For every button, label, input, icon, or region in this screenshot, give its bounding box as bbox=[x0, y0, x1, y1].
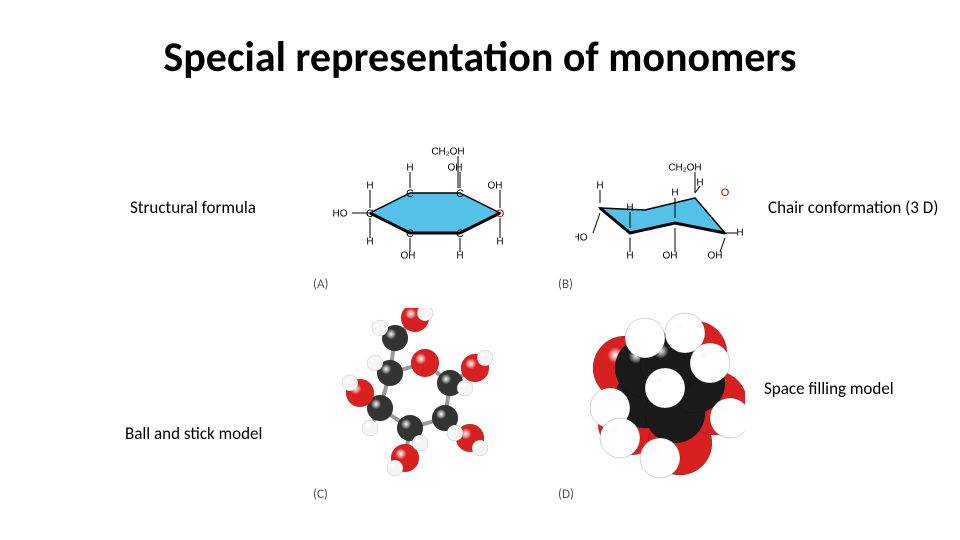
svg-text:H: H bbox=[696, 178, 703, 189]
space-filling-diagram bbox=[575, 308, 745, 483]
svg-text:C: C bbox=[456, 228, 464, 240]
slide-title: Special representation of monomers bbox=[0, 32, 960, 83]
svg-text:HO: HO bbox=[333, 209, 348, 220]
svg-text:O: O bbox=[496, 208, 505, 220]
svg-text:OH: OH bbox=[448, 163, 463, 174]
svg-text:C: C bbox=[406, 188, 414, 200]
panel-letter-d: (D) bbox=[558, 487, 574, 502]
svg-text:H: H bbox=[366, 181, 373, 192]
svg-text:CH₂OH: CH₂OH bbox=[431, 147, 464, 158]
panel-letter-c: (C) bbox=[313, 487, 328, 502]
svg-text:H: H bbox=[456, 251, 463, 262]
svg-text:C: C bbox=[366, 208, 374, 220]
structural-formula-diagram: CCOCCCHHOHHOHHOHCH₂OHHOH bbox=[330, 138, 520, 268]
label-chair-conformation: Chair conformation (3 D) bbox=[768, 197, 938, 218]
label-structural-formula: Structural formula bbox=[130, 197, 256, 218]
label-ball-and-stick: Ball and stick model bbox=[125, 423, 262, 444]
label-space-filling: Space filling model bbox=[764, 378, 894, 399]
svg-text:H: H bbox=[626, 251, 633, 262]
svg-text:H: H bbox=[496, 237, 503, 248]
svg-text:H: H bbox=[626, 203, 633, 214]
svg-text:C: C bbox=[406, 228, 414, 240]
svg-text:H: H bbox=[596, 181, 603, 192]
svg-text:H: H bbox=[671, 188, 678, 199]
svg-text:CH₂OH: CH₂OH bbox=[668, 163, 701, 174]
svg-text:HO: HO bbox=[575, 233, 588, 244]
chair-conformation-diagram: OHHOHHOHHHOHCH₂OHH bbox=[575, 138, 760, 268]
svg-text:H: H bbox=[366, 237, 373, 248]
svg-text:OH: OH bbox=[663, 251, 678, 262]
panel-letter-a: (A) bbox=[313, 277, 328, 292]
svg-text:H: H bbox=[406, 163, 413, 174]
svg-text:H: H bbox=[736, 228, 743, 239]
svg-text:OH: OH bbox=[401, 251, 416, 262]
svg-text:OH: OH bbox=[488, 181, 503, 192]
svg-text:OH: OH bbox=[708, 251, 723, 262]
svg-text:O: O bbox=[721, 187, 730, 199]
svg-text:C: C bbox=[456, 188, 464, 200]
panel-letter-b: (B) bbox=[558, 277, 573, 292]
slide: Special representation of monomers Struc… bbox=[0, 0, 960, 540]
ball-and-stick-diagram bbox=[330, 308, 500, 483]
